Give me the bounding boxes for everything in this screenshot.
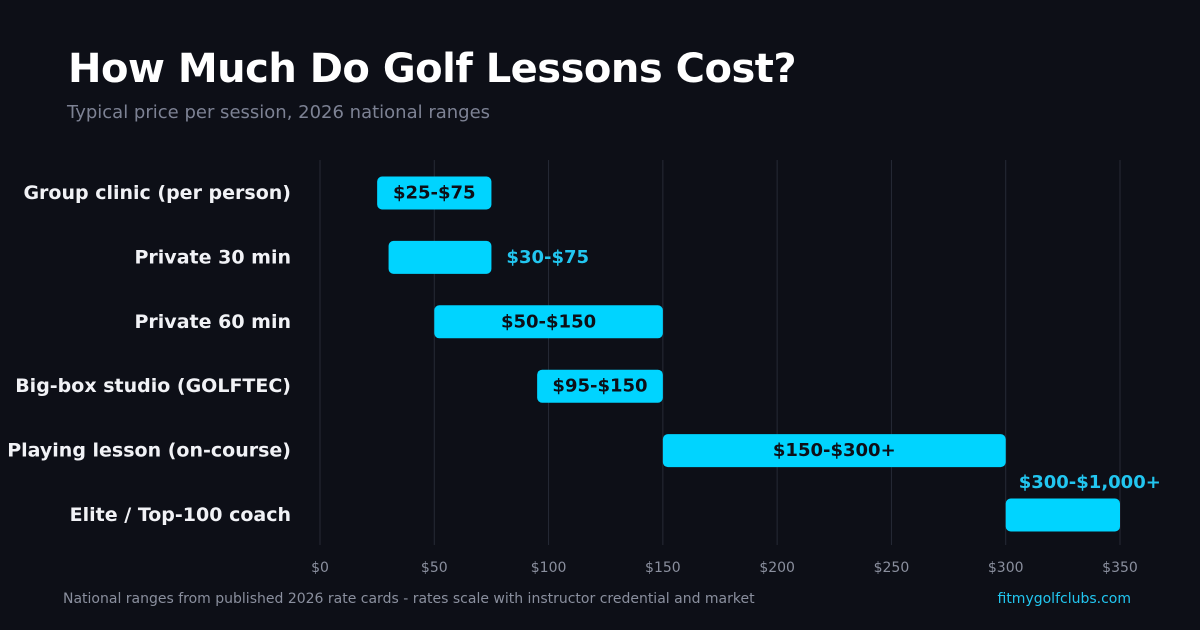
x-tick-label: $50 — [421, 560, 448, 576]
range-bar — [388, 240, 492, 274]
category-label: Big-box studio (GOLFTEC) — [15, 375, 291, 397]
grid-lines — [319, 160, 1121, 545]
value-label: $30-$75 — [506, 247, 589, 268]
x-tick-label: $150 — [645, 560, 681, 576]
x-axis-ticks: $0 $50 $100 $150 $200 $250 $300 $350 — [311, 560, 1138, 576]
brand-link[interactable]: fitmygolfclubs.com — [997, 591, 1132, 607]
category-label: Elite / Top-100 coach — [70, 504, 291, 526]
chart-subtitle: Typical price per session, 2026 national… — [67, 102, 491, 123]
range-bar — [377, 176, 492, 210]
source-note: National ranges from published 2026 rate… — [63, 591, 755, 607]
value-label: $25-$75 — [393, 183, 476, 204]
x-tick-label: $250 — [874, 560, 910, 576]
category-label: Playing lesson (on-course) — [7, 440, 291, 462]
x-tick-label: $200 — [759, 560, 795, 576]
value-labels: $25-$75 $30-$75 $50-$150 $95-$150 $150-$300+… — [393, 183, 1161, 494]
x-tick-label: $350 — [1102, 560, 1138, 576]
category-label: Group clinic (per person) — [23, 182, 291, 204]
range-bar — [537, 369, 663, 403]
value-label: $95-$150 — [552, 376, 647, 397]
category-label: Private 60 min — [135, 311, 292, 333]
value-label: $150-$300+ — [773, 440, 896, 461]
category-labels: Group clinic (per person) Private 30 min P… — [7, 182, 291, 526]
range-bars — [377, 176, 1120, 532]
chart-title: How Much Do Golf Lessons Cost? — [68, 46, 797, 92]
x-tick-label: $0 — [311, 560, 329, 576]
x-tick-label: $300 — [988, 560, 1024, 576]
value-label: $50-$150 — [501, 311, 596, 332]
range-bar — [434, 305, 663, 339]
range-bar — [1005, 498, 1120, 532]
value-label: $300-$1,000+ — [1019, 472, 1161, 493]
range-bar — [662, 434, 1006, 468]
category-label: Private 30 min — [135, 246, 292, 268]
x-tick-label: $100 — [531, 560, 567, 576]
